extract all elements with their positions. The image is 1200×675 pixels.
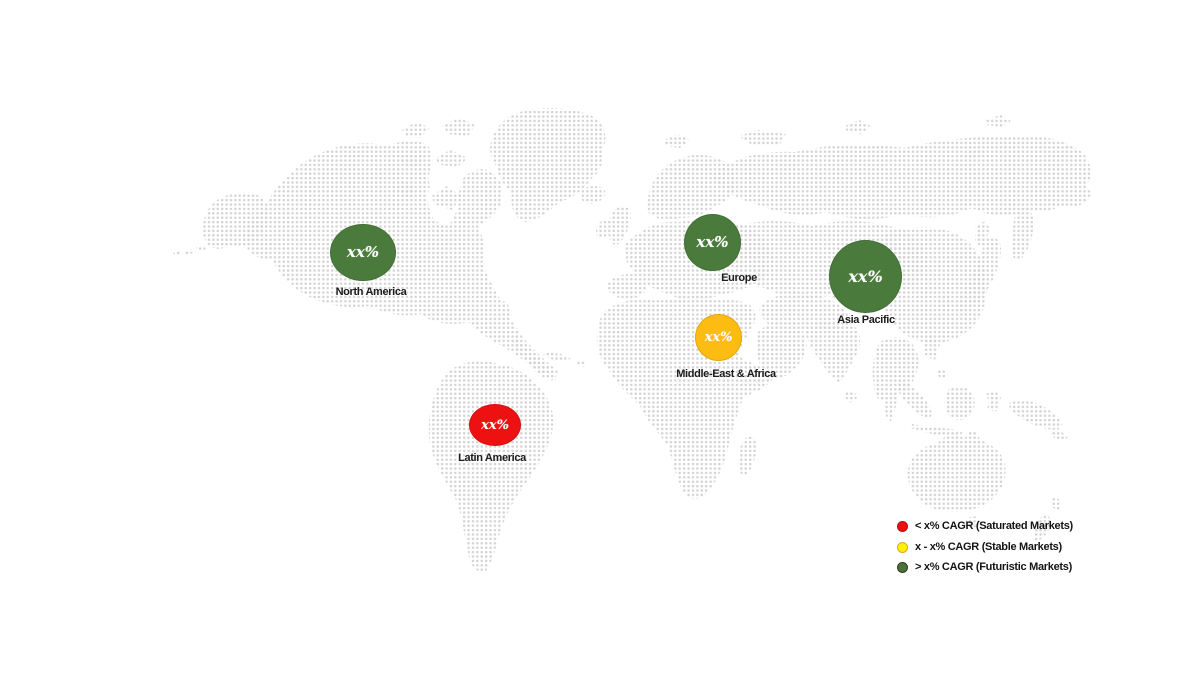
landmass-southeast-asia — [872, 337, 919, 422]
legend-item-futuristic: > x% CAGR (Futuristic Markets) — [897, 561, 1073, 574]
landmass-iceland — [579, 186, 606, 204]
region-label-north-america: North America — [335, 286, 407, 298]
landmass-middle-east — [756, 293, 850, 380]
legend-label-stable: x - x% CAGR (Stable Markets) — [915, 540, 1062, 553]
landmass-indonesia — [896, 380, 1068, 441]
landmass-siberia — [712, 135, 1092, 220]
landmass-caribbean — [543, 352, 586, 367]
cagr-legend: < x% CAGR (Saturated Markets) x - x% CAG… — [897, 520, 1073, 582]
landmass-uk-ireland — [596, 205, 632, 245]
landmass-south-america — [428, 361, 554, 573]
landmass-china — [873, 227, 988, 344]
legend-item-saturated: < x% CAGR (Saturated Markets) — [897, 520, 1073, 533]
landmass-arctic-islands — [392, 118, 476, 210]
region-label-latin-america: Latin America — [458, 452, 526, 464]
legend-item-stable: x - x% CAGR (Stable Markets) — [897, 541, 1073, 554]
landmass-madagascar — [737, 436, 757, 476]
region-label-asia-pacific: Asia Pacific — [837, 314, 895, 326]
landmass-australia — [907, 430, 1006, 530]
legend-label-saturated: < x% CAGR (Saturated Markets) — [915, 520, 1073, 532]
region-value-europe: xx% — [696, 233, 729, 251]
region-value-asia-pacific: xx% — [848, 266, 883, 286]
legend-dot-futuristic-icon — [897, 562, 908, 573]
region-bubble-north-america: xx% — [330, 224, 396, 281]
legend-dot-stable-icon — [897, 541, 908, 553]
region-value-latin-america: xx% — [481, 417, 509, 433]
region-bubble-latin-america: xx% — [469, 404, 521, 446]
landmass-kamchatka — [1010, 208, 1034, 260]
landmass-new-zealand — [1033, 497, 1061, 542]
landmass-india — [805, 319, 860, 403]
landmass-philippines — [922, 335, 948, 380]
landmass-korea-japan — [938, 221, 1001, 312]
region-bubble-asia-pacific: xx% — [829, 240, 902, 313]
region-bubble-europe: xx% — [684, 214, 741, 271]
region-label-europe: Europe — [721, 272, 757, 284]
legend-dot-saturated-icon — [897, 521, 908, 532]
landmass-north-america — [243, 140, 558, 375]
region-label-middle-east-africa: Middle-East & Africa — [676, 368, 776, 380]
landmass-greenland — [490, 108, 606, 222]
landmass-scandinavia — [647, 154, 736, 220]
legend-label-futuristic: > x% CAGR (Futuristic Markets) — [915, 561, 1072, 573]
region-value-middle-east-africa: xx% — [704, 330, 733, 345]
region-value-north-america: xx% — [346, 243, 380, 261]
landmass-central-america — [512, 336, 557, 381]
region-bubble-middle-east-africa: xx% — [695, 314, 742, 361]
